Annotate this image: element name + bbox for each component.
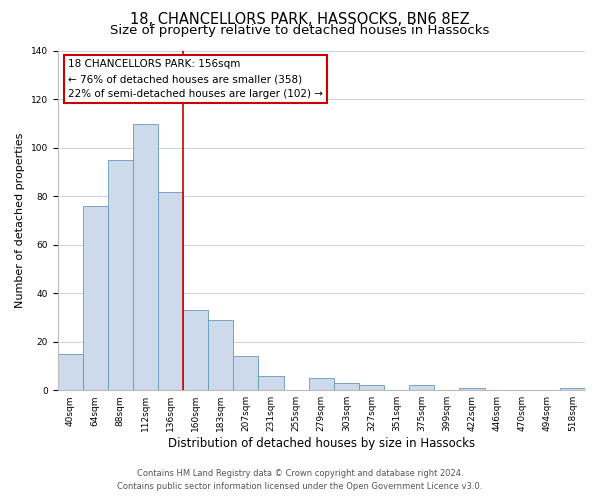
Y-axis label: Number of detached properties: Number of detached properties xyxy=(15,133,25,308)
Text: Size of property relative to detached houses in Hassocks: Size of property relative to detached ho… xyxy=(110,24,490,37)
Bar xyxy=(158,192,183,390)
Bar xyxy=(334,383,359,390)
Text: 18, CHANCELLORS PARK, HASSOCKS, BN6 8EZ: 18, CHANCELLORS PARK, HASSOCKS, BN6 8EZ xyxy=(130,12,470,28)
Text: 18 CHANCELLORS PARK: 156sqm
← 76% of detached houses are smaller (358)
22% of se: 18 CHANCELLORS PARK: 156sqm ← 76% of det… xyxy=(68,60,323,99)
X-axis label: Distribution of detached houses by size in Hassocks: Distribution of detached houses by size … xyxy=(168,437,475,450)
Bar xyxy=(183,310,208,390)
Bar xyxy=(58,354,83,390)
Bar xyxy=(309,378,334,390)
Bar xyxy=(259,376,284,390)
Bar xyxy=(233,356,259,390)
Text: Contains HM Land Registry data © Crown copyright and database right 2024.
Contai: Contains HM Land Registry data © Crown c… xyxy=(118,470,482,491)
Bar xyxy=(560,388,585,390)
Bar xyxy=(460,388,485,390)
Bar xyxy=(83,206,108,390)
Bar xyxy=(208,320,233,390)
Bar xyxy=(133,124,158,390)
Bar xyxy=(409,386,434,390)
Bar xyxy=(359,386,384,390)
Bar xyxy=(108,160,133,390)
